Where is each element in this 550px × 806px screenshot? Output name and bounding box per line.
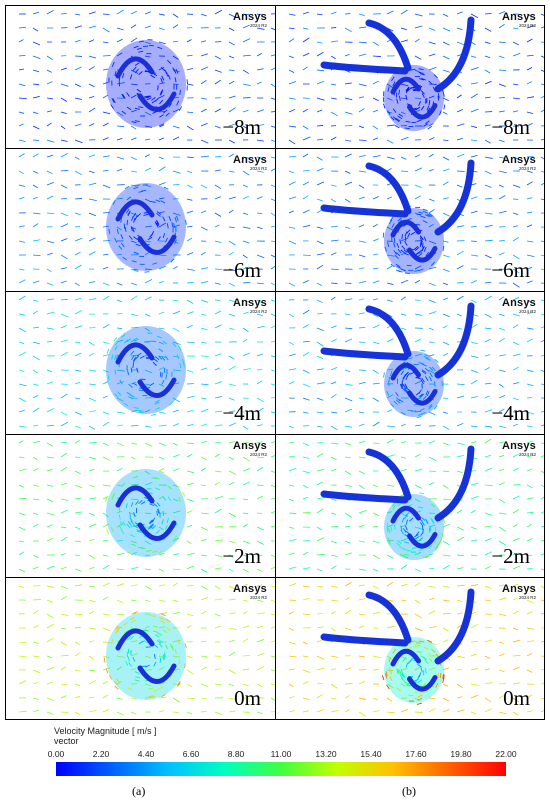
brand-version: 2024 R2 [249, 23, 267, 28]
legend-title: Velocity Magnitude [ m/s ] [54, 726, 157, 736]
brand-name: Ansys [232, 583, 267, 595]
velocity-vector-field [288, 153, 544, 288]
velocity-vector-field [18, 153, 275, 287]
position-label: −4m [491, 401, 530, 425]
brand-name: Ansys [232, 440, 267, 452]
legend-tick-label: 22.00 [495, 749, 517, 759]
legend-tick-label: 19.80 [450, 749, 472, 759]
ansys-logo: Ansys 2024 R2 [502, 298, 536, 315]
panel-b-row-5: Ansys 2024 R2 0m [276, 578, 544, 719]
panel-a-row-5: Ansys 2024 R2 0m [6, 578, 276, 719]
subfigure-label-b: (b) [402, 784, 416, 798]
brand-name: Ansys [501, 11, 536, 23]
velocity-vector-field [18, 582, 275, 716]
brand-name: Ansys [501, 440, 536, 452]
ansys-logo: Ansys 2024 R2 [233, 12, 267, 29]
legend-tick-label: 4.40 [137, 749, 155, 759]
panel-b-row-4: Ansys 2024 R2 −2m [276, 435, 544, 578]
brand-version: 2024 R2 [518, 452, 536, 457]
brand-name: Ansys [232, 154, 267, 166]
ansys-logo: Ansys 2024 R2 [502, 155, 536, 172]
legend-tick-label: 13.20 [315, 749, 337, 759]
position-label: −2m [222, 544, 261, 568]
position-label: 0m [234, 686, 261, 710]
panel-b-row-1: Ansys 2024 R2 −8m [276, 6, 544, 149]
position-label: −4m [222, 401, 261, 425]
position-label: −6m [491, 258, 530, 282]
ansys-logo: Ansys 2024 R2 [502, 12, 536, 29]
brand-version: 2024 R2 [249, 166, 267, 171]
brand-version: 2024 R2 [518, 309, 536, 314]
brand-name: Ansys [501, 154, 536, 166]
ansys-logo: Ansys 2024 R2 [233, 584, 267, 601]
brand-version: 2024 R2 [249, 309, 267, 314]
panel-a-row-2: Ansys 2024 R2 −6m [6, 149, 276, 292]
velocity-vector-field [18, 295, 275, 430]
legend-tick-label: 11.00 [270, 749, 292, 759]
ansys-logo: Ansys 2024 R2 [233, 298, 267, 315]
brand-version: 2024 R2 [518, 23, 536, 28]
legend-tick-label: 0.00 [47, 749, 65, 759]
panel-a-row-3: Ansys 2024 R2 −4m [6, 292, 276, 435]
figure-grid: Ansys 2024 R2 −8m Ansys 2024 R2 −8m Ansys 2024 … [5, 5, 545, 720]
legend-subtitle: vector [54, 736, 79, 746]
velocity-vector-field [18, 439, 275, 573]
velocity-legend: Velocity Magnitude [ m/s ] vector 0.00 2.… [47, 726, 517, 786]
ansys-logo: Ansys 2024 R2 [502, 441, 536, 458]
ansys-logo: Ansys 2024 R2 [233, 155, 267, 172]
brand-name: Ansys [501, 297, 536, 309]
ansys-logo: Ansys 2024 R2 [502, 584, 536, 601]
panel-a-row-1: Ansys 2024 R2 −8m [6, 6, 276, 149]
brand-name: Ansys [232, 11, 267, 23]
ansys-logo: Ansys 2024 R2 [233, 441, 267, 458]
brand-name: Ansys [501, 583, 536, 595]
velocity-vector-field [288, 581, 544, 717]
brand-version: 2024 R2 [518, 166, 536, 171]
legend-tick-label: 6.60 [182, 749, 200, 759]
subfigure-label-a: (a) [132, 784, 146, 798]
brand-version: 2024 R2 [249, 452, 267, 457]
brand-version: 2024 R2 [249, 595, 267, 600]
velocity-vector-field [288, 438, 544, 572]
legend-tick-label: 17.60 [405, 749, 427, 759]
legend-tick-label: 2.20 [92, 749, 110, 759]
panel-b-row-3: Ansys 2024 R2 −4m [276, 292, 544, 435]
velocity-vector-field [288, 9, 544, 145]
position-label: −8m [491, 115, 530, 139]
position-label: −2m [491, 544, 530, 568]
velocity-vector-field [18, 9, 275, 144]
position-label: 0m [503, 686, 530, 710]
brand-version: 2024 R2 [518, 595, 536, 600]
brand-name: Ansys [232, 297, 267, 309]
position-label: −8m [222, 115, 261, 139]
panel-b-row-2: Ansys 2024 R2 −6m [276, 149, 544, 292]
position-label: −6m [222, 258, 261, 282]
color-bar [56, 762, 506, 776]
legend-tick-label: 8.80 [227, 749, 245, 759]
velocity-vector-field [288, 295, 544, 431]
legend-tick-label: 15.40 [360, 749, 382, 759]
panel-a-row-4: Ansys 2024 R2 −2m [6, 435, 276, 578]
